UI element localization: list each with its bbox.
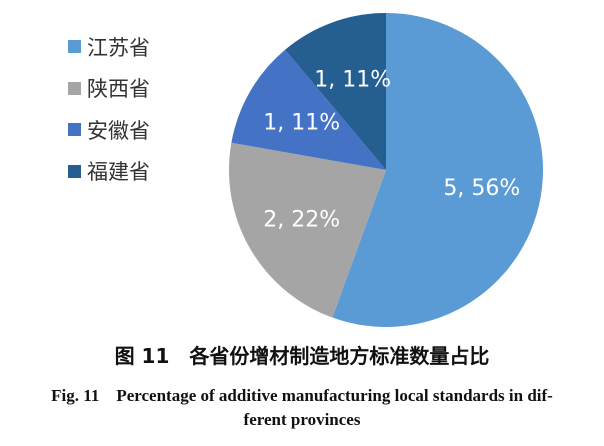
pie-slice-2 [231, 49, 386, 171]
legend-swatch [68, 81, 81, 95]
slice-data-label: 1, 11% [263, 110, 340, 135]
legend-swatch [68, 123, 81, 137]
slice-data-label: 5, 56% [443, 176, 520, 201]
legend-item: 安徽省 [68, 109, 150, 151]
legend-item: 江苏省 [68, 26, 150, 68]
legend-swatch [68, 40, 81, 54]
legend-swatch [68, 164, 81, 178]
legend-label: 陕西省 [87, 77, 150, 102]
pie-chart: 5, 56% 2, 22% 1, 11% 1, 11% [228, 13, 543, 327]
legend-label: 江苏省 [87, 35, 150, 60]
legend-item: 陕西省 [68, 68, 150, 110]
pie-slice-1 [228, 142, 386, 318]
figure-caption-cn: 图 11 各省份增材制造地方标准数量占比 [114, 344, 490, 368]
legend-label: 安徽省 [87, 118, 150, 143]
figure-caption-en-line1: Fig. 11 Percentage of additive manufactu… [51, 386, 553, 405]
legend-item: 福建省 [68, 151, 150, 193]
legend-label: 福建省 [87, 160, 150, 185]
slice-data-label: 2, 22% [263, 208, 340, 233]
pie-slice-3 [285, 13, 386, 170]
pie-slice-0 [332, 13, 543, 327]
figure-caption-en-line2: ferent provinces [243, 410, 361, 429]
slice-data-label: 1, 11% [314, 68, 391, 93]
legend: 江苏省 陕西省 安徽省 福建省 [68, 26, 150, 192]
